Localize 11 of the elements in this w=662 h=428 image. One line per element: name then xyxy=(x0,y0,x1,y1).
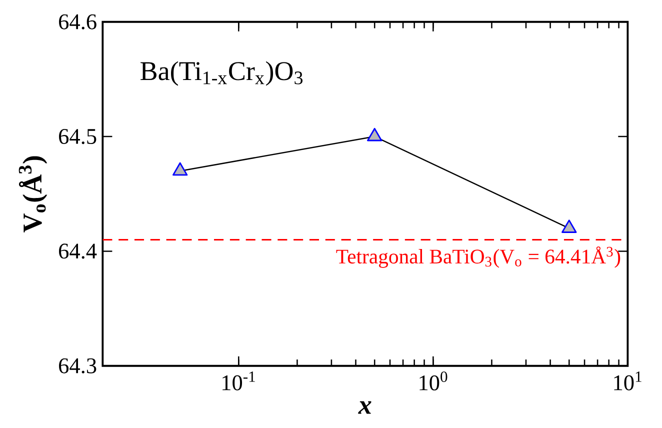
y-axis-title: V$_{o}$(Å$^{3}$) xyxy=(18,156,48,232)
x-axis-title: x xyxy=(358,401,372,414)
x-tick-label: 10$^{0}$ xyxy=(420,371,448,390)
ref-line-label: Tetragonal BaTiO$_{3}$(V$_{o}$ = 64.41Å$^{3}$) xyxy=(336,246,620,268)
y-tick-label: 64.4 xyxy=(59,244,97,259)
x-tick-label: 10$^{1}$ xyxy=(614,371,642,390)
x-tick-label: 10$^{-1}$ xyxy=(222,371,255,390)
annotation: Ba(Ti$_{1-x}$Cr$_{x}$)O$_{3}$ xyxy=(140,61,303,86)
y-tick-label: 64.6 xyxy=(59,14,96,30)
y-tick-label: 64.5 xyxy=(59,128,96,144)
y-tick-label: 64.3 xyxy=(59,358,96,374)
